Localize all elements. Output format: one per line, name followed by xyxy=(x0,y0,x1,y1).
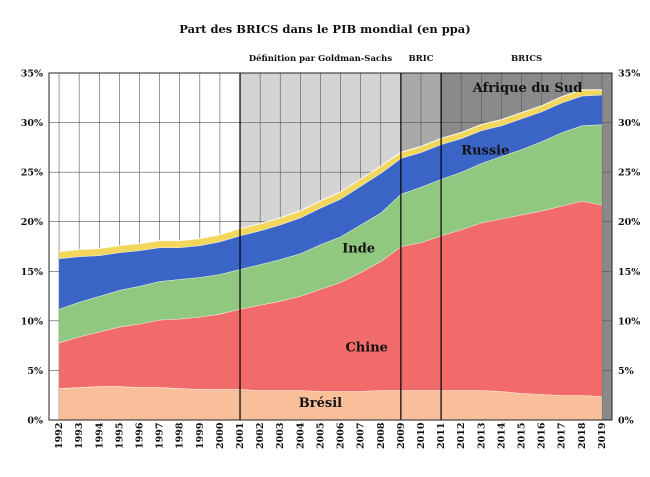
y-tick-label-left: 20% xyxy=(21,217,43,228)
series-label-bresil: Brésil xyxy=(299,396,342,411)
y-tick-label-left: 35% xyxy=(21,69,43,80)
x-tick-label: 2003 xyxy=(275,423,286,449)
chart-title: Part des BRICS dans le PIB mondial (en p… xyxy=(179,22,470,36)
x-tick-label: 1996 xyxy=(134,422,145,449)
y-tick-label-right: 0% xyxy=(618,416,634,427)
y-tick-label-left: 25% xyxy=(21,168,43,179)
y-tick-label-right: 25% xyxy=(618,168,640,179)
series-area-chine xyxy=(59,200,602,397)
x-tick-label: 2013 xyxy=(476,423,487,449)
period-label-definition-par-goldman-sachs: Définition par Goldman-Sachs xyxy=(249,53,393,64)
period-dividers xyxy=(239,73,442,420)
x-axis: 1992 1993 1994 1995 1996 1997 1998 1999 2000 2001… xyxy=(54,422,608,449)
y-tick-label-right: 10% xyxy=(618,316,640,327)
y-tick-label-right: 35% xyxy=(618,69,640,80)
x-tick-label: 2006 xyxy=(336,422,347,449)
series-edge-afrique-du-sud xyxy=(58,89,602,253)
period-labels: Définition par Goldman-Sachs BRIC BRICS xyxy=(249,53,542,64)
x-tick-label: 2009 xyxy=(396,422,407,449)
y-tick-label-right: 15% xyxy=(618,267,640,278)
x-tick-label: 2007 xyxy=(356,423,367,449)
y-tick-label-right: 5% xyxy=(618,366,634,377)
x-tick-label: 2018 xyxy=(577,422,588,449)
x-tick-label: 2008 xyxy=(376,422,387,449)
x-tick-label: 2011 xyxy=(436,423,447,449)
series-area-inde xyxy=(59,124,602,343)
x-tick-label: 2014 xyxy=(496,422,507,449)
x-tick-label: 2005 xyxy=(315,423,326,449)
y-tick-label-left: 5% xyxy=(27,366,43,377)
x-tick-label: 1995 xyxy=(114,423,125,449)
y-tick-label-right: 30% xyxy=(618,118,640,129)
series-area-russie xyxy=(59,94,602,309)
period-label-bric: BRIC xyxy=(408,54,433,64)
x-tick-label: 2001 xyxy=(235,423,246,449)
x-tick-label: 1998 xyxy=(175,422,186,449)
y-tick-label-right: 20% xyxy=(618,217,640,228)
y-tick-label-left: 0% xyxy=(27,416,43,427)
series-areas xyxy=(58,89,603,420)
series-label-afrique-du-sud: Afrique du Sud xyxy=(472,81,583,96)
y-tick-label-left: 10% xyxy=(21,316,43,327)
plot-frame xyxy=(48,72,613,421)
x-tick-label: 2002 xyxy=(255,423,266,449)
series-label-inde: Inde xyxy=(342,241,375,256)
y-tick-label-left: 30% xyxy=(21,118,43,129)
x-tick-label: 2010 xyxy=(416,422,427,449)
series-label-chine: Chine xyxy=(345,341,387,356)
x-tick-label: 1999 xyxy=(195,422,206,449)
x-tick-label: 1992 xyxy=(54,423,65,449)
y-axis-right: 0% 5% 10% 15% 20% 25% 30% 35% xyxy=(618,69,640,427)
x-tick-label: 2017 xyxy=(557,423,568,449)
x-tick-label: 1994 xyxy=(94,422,105,449)
y-axis-left: 0% 5% 10% 15% 20% 25% 30% 35% xyxy=(21,69,43,427)
x-tick-label: 2004 xyxy=(295,422,306,449)
y-tick-label-left: 15% xyxy=(21,267,43,278)
x-tick-label: 2015 xyxy=(517,423,528,449)
x-tick-label: 1997 xyxy=(155,423,166,449)
x-tick-label: 2012 xyxy=(456,423,467,449)
series-area-bresil xyxy=(59,386,602,420)
x-tick-label: 2016 xyxy=(537,422,548,449)
period-label-brics: BRICS xyxy=(511,54,542,64)
x-tick-label: 2019 xyxy=(597,422,608,449)
x-tick-label: 1993 xyxy=(74,423,85,449)
series-area-afrique-du-sud xyxy=(59,89,602,259)
series-label-russie: Russie xyxy=(461,143,509,158)
series-labels: Brésil Chine Inde Russie Afrique du Sud xyxy=(299,81,583,411)
x-tick-label: 2000 xyxy=(215,422,226,449)
